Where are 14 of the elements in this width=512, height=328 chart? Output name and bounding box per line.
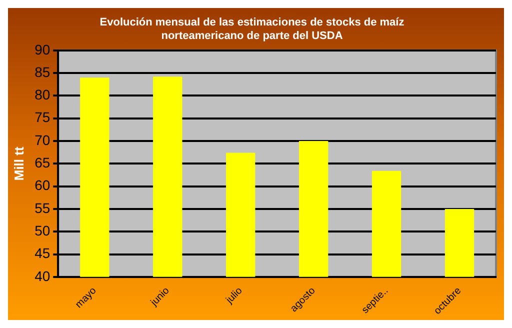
y-tick-label: 50 — [34, 222, 50, 238]
y-axis-title: Mill tt — [11, 146, 26, 181]
y-tick-label: 90 — [34, 41, 50, 58]
y-tick-label: 45 — [34, 245, 50, 262]
y-tick-label: 75 — [34, 109, 50, 126]
y-tick-label: 55 — [34, 200, 50, 216]
y-tick-label: 80 — [34, 86, 50, 103]
y-tick-label: 65 — [34, 154, 50, 171]
x-tick-label: julio — [224, 285, 245, 307]
y-tick-label: 40 — [34, 268, 50, 284]
chart-title: Evolución mensual de las estimaciones de stocks de maíz norteamericano de parte del USDA — [100, 16, 405, 42]
y-tick-label: 70 — [34, 132, 50, 148]
y-tick-label: 85 — [34, 64, 50, 80]
y-tick-label: 60 — [34, 177, 50, 194]
